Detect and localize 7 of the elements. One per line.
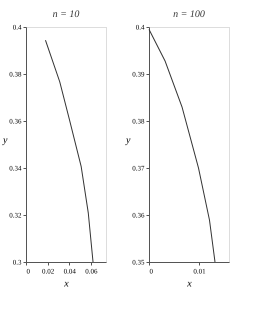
chart-title: n = 10 xyxy=(52,9,80,20)
y-axis-title: y xyxy=(125,135,132,146)
x-axis-title: x xyxy=(186,278,192,290)
y-axis-title: y xyxy=(2,135,8,146)
line-series xyxy=(44,40,94,262)
x-axis-title: x xyxy=(63,278,70,290)
chart-title: n = 100 xyxy=(173,9,205,20)
